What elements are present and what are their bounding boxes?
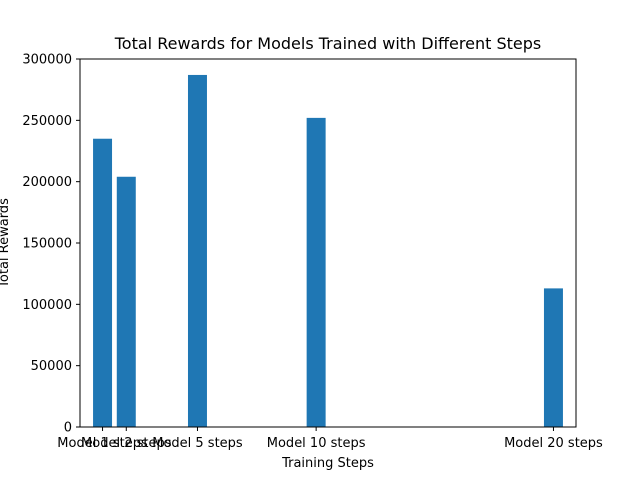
bar: [543, 288, 563, 427]
x-tick-label: Model 5 steps: [152, 436, 243, 451]
bar: [116, 176, 136, 427]
y-tick-label: 200000: [22, 175, 72, 190]
x-tick-label: Model 1 steps: [57, 436, 148, 451]
y-axis-ticks: 0 50000 100000 150000 200000 250000 300000: [22, 53, 80, 436]
x-tick-label: Model 20 steps: [504, 436, 603, 451]
x-tick-label: Model 10 steps: [267, 436, 366, 451]
x-axis-label: Training Steps: [281, 456, 374, 471]
y-axis-label: Total Rewards: [0, 198, 12, 289]
bar: [93, 138, 113, 427]
y-tick-label: 100000: [22, 298, 72, 313]
y-tick-label: 150000: [22, 237, 72, 252]
bars: [93, 74, 563, 428]
y-tick-label: 300000: [22, 53, 72, 68]
y-tick-label: 50000: [31, 359, 72, 374]
x-tick-label: Model 2 steps: [81, 436, 172, 451]
bar: [306, 117, 326, 427]
y-tick-label: 250000: [22, 114, 72, 129]
y-tick-label: 0: [64, 421, 72, 436]
bar: [187, 74, 207, 428]
chart-title: Total Rewards for Models Trained with Di…: [114, 34, 541, 53]
